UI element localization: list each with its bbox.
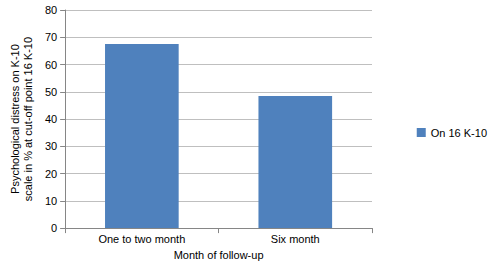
- svg-text:40: 40: [45, 113, 57, 125]
- svg-text:Six month: Six month: [271, 233, 320, 245]
- svg-text:30: 30: [45, 140, 57, 152]
- svg-text:0: 0: [51, 222, 57, 234]
- svg-text:scale in % at cut-off point 16: scale in % at cut-off point 16 K-10: [22, 37, 34, 201]
- svg-text:On 16 K-10: On 16 K-10: [431, 127, 487, 139]
- svg-text:One to two month: One to two month: [98, 233, 185, 245]
- svg-text:Psychological distress on K-10: Psychological distress on K-10: [9, 44, 21, 194]
- svg-text:80: 80: [45, 4, 57, 16]
- svg-text:20: 20: [45, 168, 57, 180]
- svg-text:60: 60: [45, 59, 57, 71]
- svg-text:Month of follow-up: Month of follow-up: [174, 249, 264, 261]
- svg-text:70: 70: [45, 31, 57, 43]
- svg-text:10: 10: [45, 195, 57, 207]
- svg-text:50: 50: [45, 86, 57, 98]
